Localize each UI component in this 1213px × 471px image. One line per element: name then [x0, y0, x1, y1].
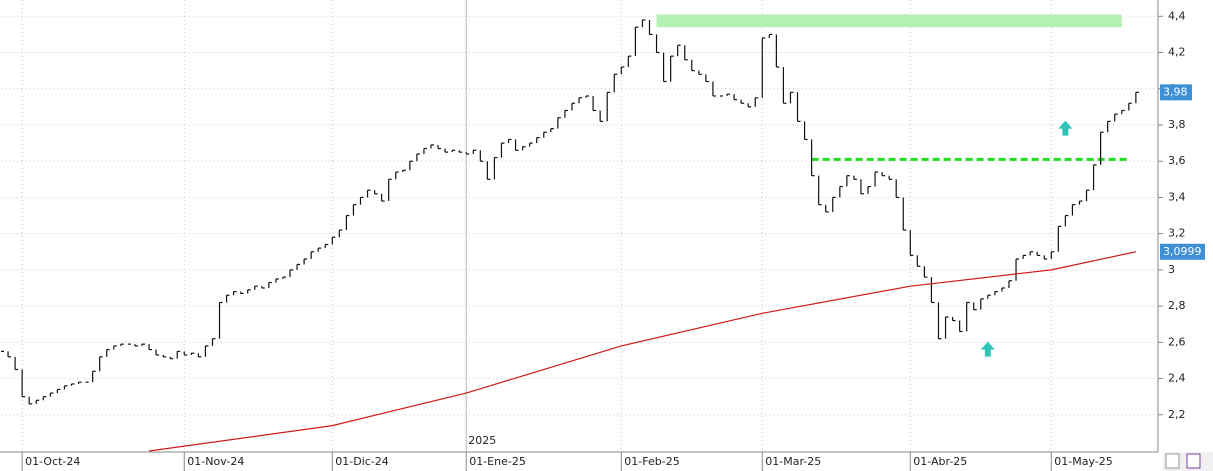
y-tick-label: 4,2: [1168, 46, 1186, 59]
zoom-button[interactable]: [1165, 453, 1180, 469]
y-tick-label: 2,2: [1168, 408, 1186, 421]
x-tick-label: 01-Mar-25: [765, 455, 821, 468]
resistance-band: [656, 14, 1122, 28]
x-tick-label: 01-Abr-25: [913, 455, 967, 468]
price-label-box: [1160, 84, 1192, 101]
price-label: 3,0999: [1163, 245, 1202, 258]
x-tick-label: 01-Oct-24: [25, 455, 80, 468]
x-tick-label: 01-Dic-24: [335, 455, 389, 468]
signal-arrow: [980, 341, 995, 357]
y-tick-label: 3,4: [1168, 190, 1186, 203]
y-tick-label: 2,4: [1168, 372, 1186, 385]
save-button[interactable]: [1186, 453, 1201, 469]
y-tick-label: 2,6: [1168, 335, 1186, 348]
y-tick-label: 4,4: [1168, 9, 1186, 22]
y-tick-label: 3,2: [1168, 227, 1186, 240]
x-tick-label: 01-May-25: [1054, 455, 1112, 468]
x-tick-label: 01-Nov-24: [187, 455, 244, 468]
price-label: 3,98: [1163, 85, 1188, 98]
x-tick-label: 01-Ene-25: [469, 455, 526, 468]
y-tick-label: 2,8: [1168, 299, 1186, 312]
y-tick-label: 3,6: [1168, 154, 1186, 167]
year-label: 2025: [468, 434, 496, 447]
price-label-box: [1160, 243, 1205, 260]
y-tick-label: 3,8: [1168, 118, 1186, 131]
moving-average: [148, 251, 1136, 452]
signal-arrow: [1058, 120, 1073, 136]
y-tick-label: 3: [1168, 263, 1175, 276]
x-tick-label: 01-Feb-25: [624, 455, 679, 468]
